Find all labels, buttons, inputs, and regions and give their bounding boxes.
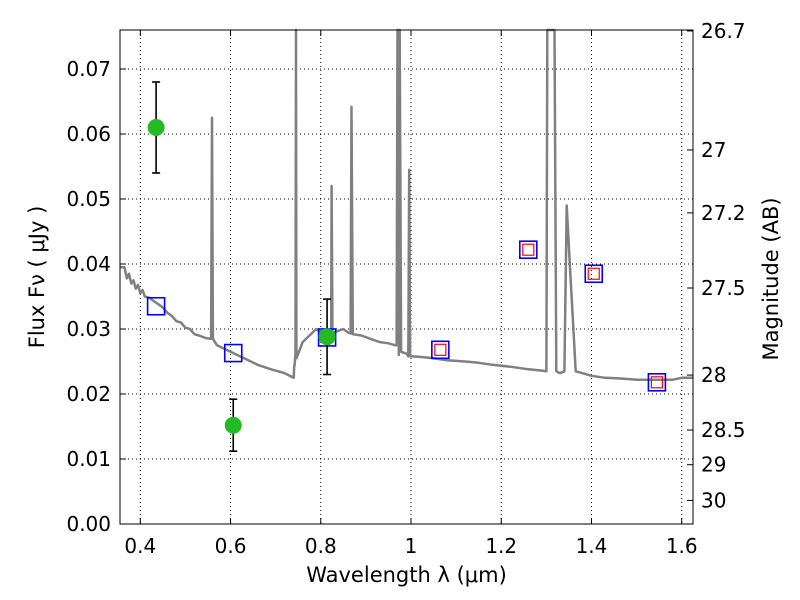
- y2-axis-label: Magnitude (AB): [759, 197, 783, 360]
- y2-tick-label: 27.2: [701, 201, 746, 225]
- y-tick-label: 0.02: [66, 382, 111, 406]
- model-photometry-inner-square: [650, 376, 664, 389]
- x-tick-label: 1.2: [485, 534, 517, 558]
- model-photometry-square: [584, 264, 604, 284]
- observed-point: [147, 119, 165, 136]
- y-tick-label: 0.00: [66, 512, 111, 536]
- y-axis-label: Flux Fν ( μJy ): [25, 206, 49, 349]
- y2-tick-label: 30: [701, 488, 726, 512]
- x-tick-label: 1: [405, 534, 418, 558]
- observed-point: [318, 328, 336, 346]
- y-tick-label: 0.07: [66, 57, 111, 81]
- y2-tick-label: 27: [701, 138, 726, 162]
- model-photometry-square: [647, 372, 667, 392]
- y2-tick-label: 26.7: [701, 19, 746, 43]
- model-photometry-square: [146, 296, 166, 316]
- y2-tick-label: 28: [701, 363, 726, 387]
- observed-photometry-points: [147, 81, 336, 453]
- x-axis-ticks: 0.4 0.6 0.8 1 1.2 1.4 1.6: [124, 30, 698, 558]
- x-tick-label: 1.6: [666, 534, 698, 558]
- y-tick-label: 0.03: [66, 317, 111, 341]
- x-tick-label: 0.8: [305, 534, 337, 558]
- x-axis-label: Wavelength λ (μm): [306, 563, 507, 587]
- model-photometry-inner-square: [587, 267, 600, 280]
- x-tick-label: 0.4: [124, 534, 156, 558]
- model-photometry-markers: [146, 240, 667, 392]
- y-axis-ticks: 0.00 0.01 0.02 0.03 0.04 0.05 0.06 0.07: [66, 57, 126, 536]
- y-tick-label: 0.04: [66, 252, 111, 276]
- y-tick-label: 0.01: [66, 447, 111, 471]
- y2-tick-label: 29: [701, 453, 726, 477]
- model-photometry-square: [431, 340, 450, 360]
- observed-point: [224, 416, 242, 434]
- y-tick-label: 0.05: [66, 187, 111, 211]
- plot-area: [120, 28, 693, 453]
- y2-tick-label: 28.5: [701, 418, 746, 442]
- y2-tick-label: 27.5: [701, 276, 746, 300]
- y2-axis-ticks: 26.7 27 27.2 27.5 28 28.5 29 30: [687, 19, 746, 512]
- model-photometry-square: [519, 240, 538, 259]
- x-tick-label: 1.4: [576, 534, 608, 558]
- grid-lines: [120, 30, 693, 525]
- y-tick-label: 0.06: [66, 122, 111, 146]
- model-photometry-inner-square: [434, 343, 447, 356]
- model-photometry-square: [223, 343, 243, 363]
- x-tick-label: 0.6: [215, 534, 247, 558]
- model-photometry-inner-square: [522, 243, 535, 256]
- plot-frame: [119, 29, 694, 525]
- model-spectrum-line: [120, 28, 693, 381]
